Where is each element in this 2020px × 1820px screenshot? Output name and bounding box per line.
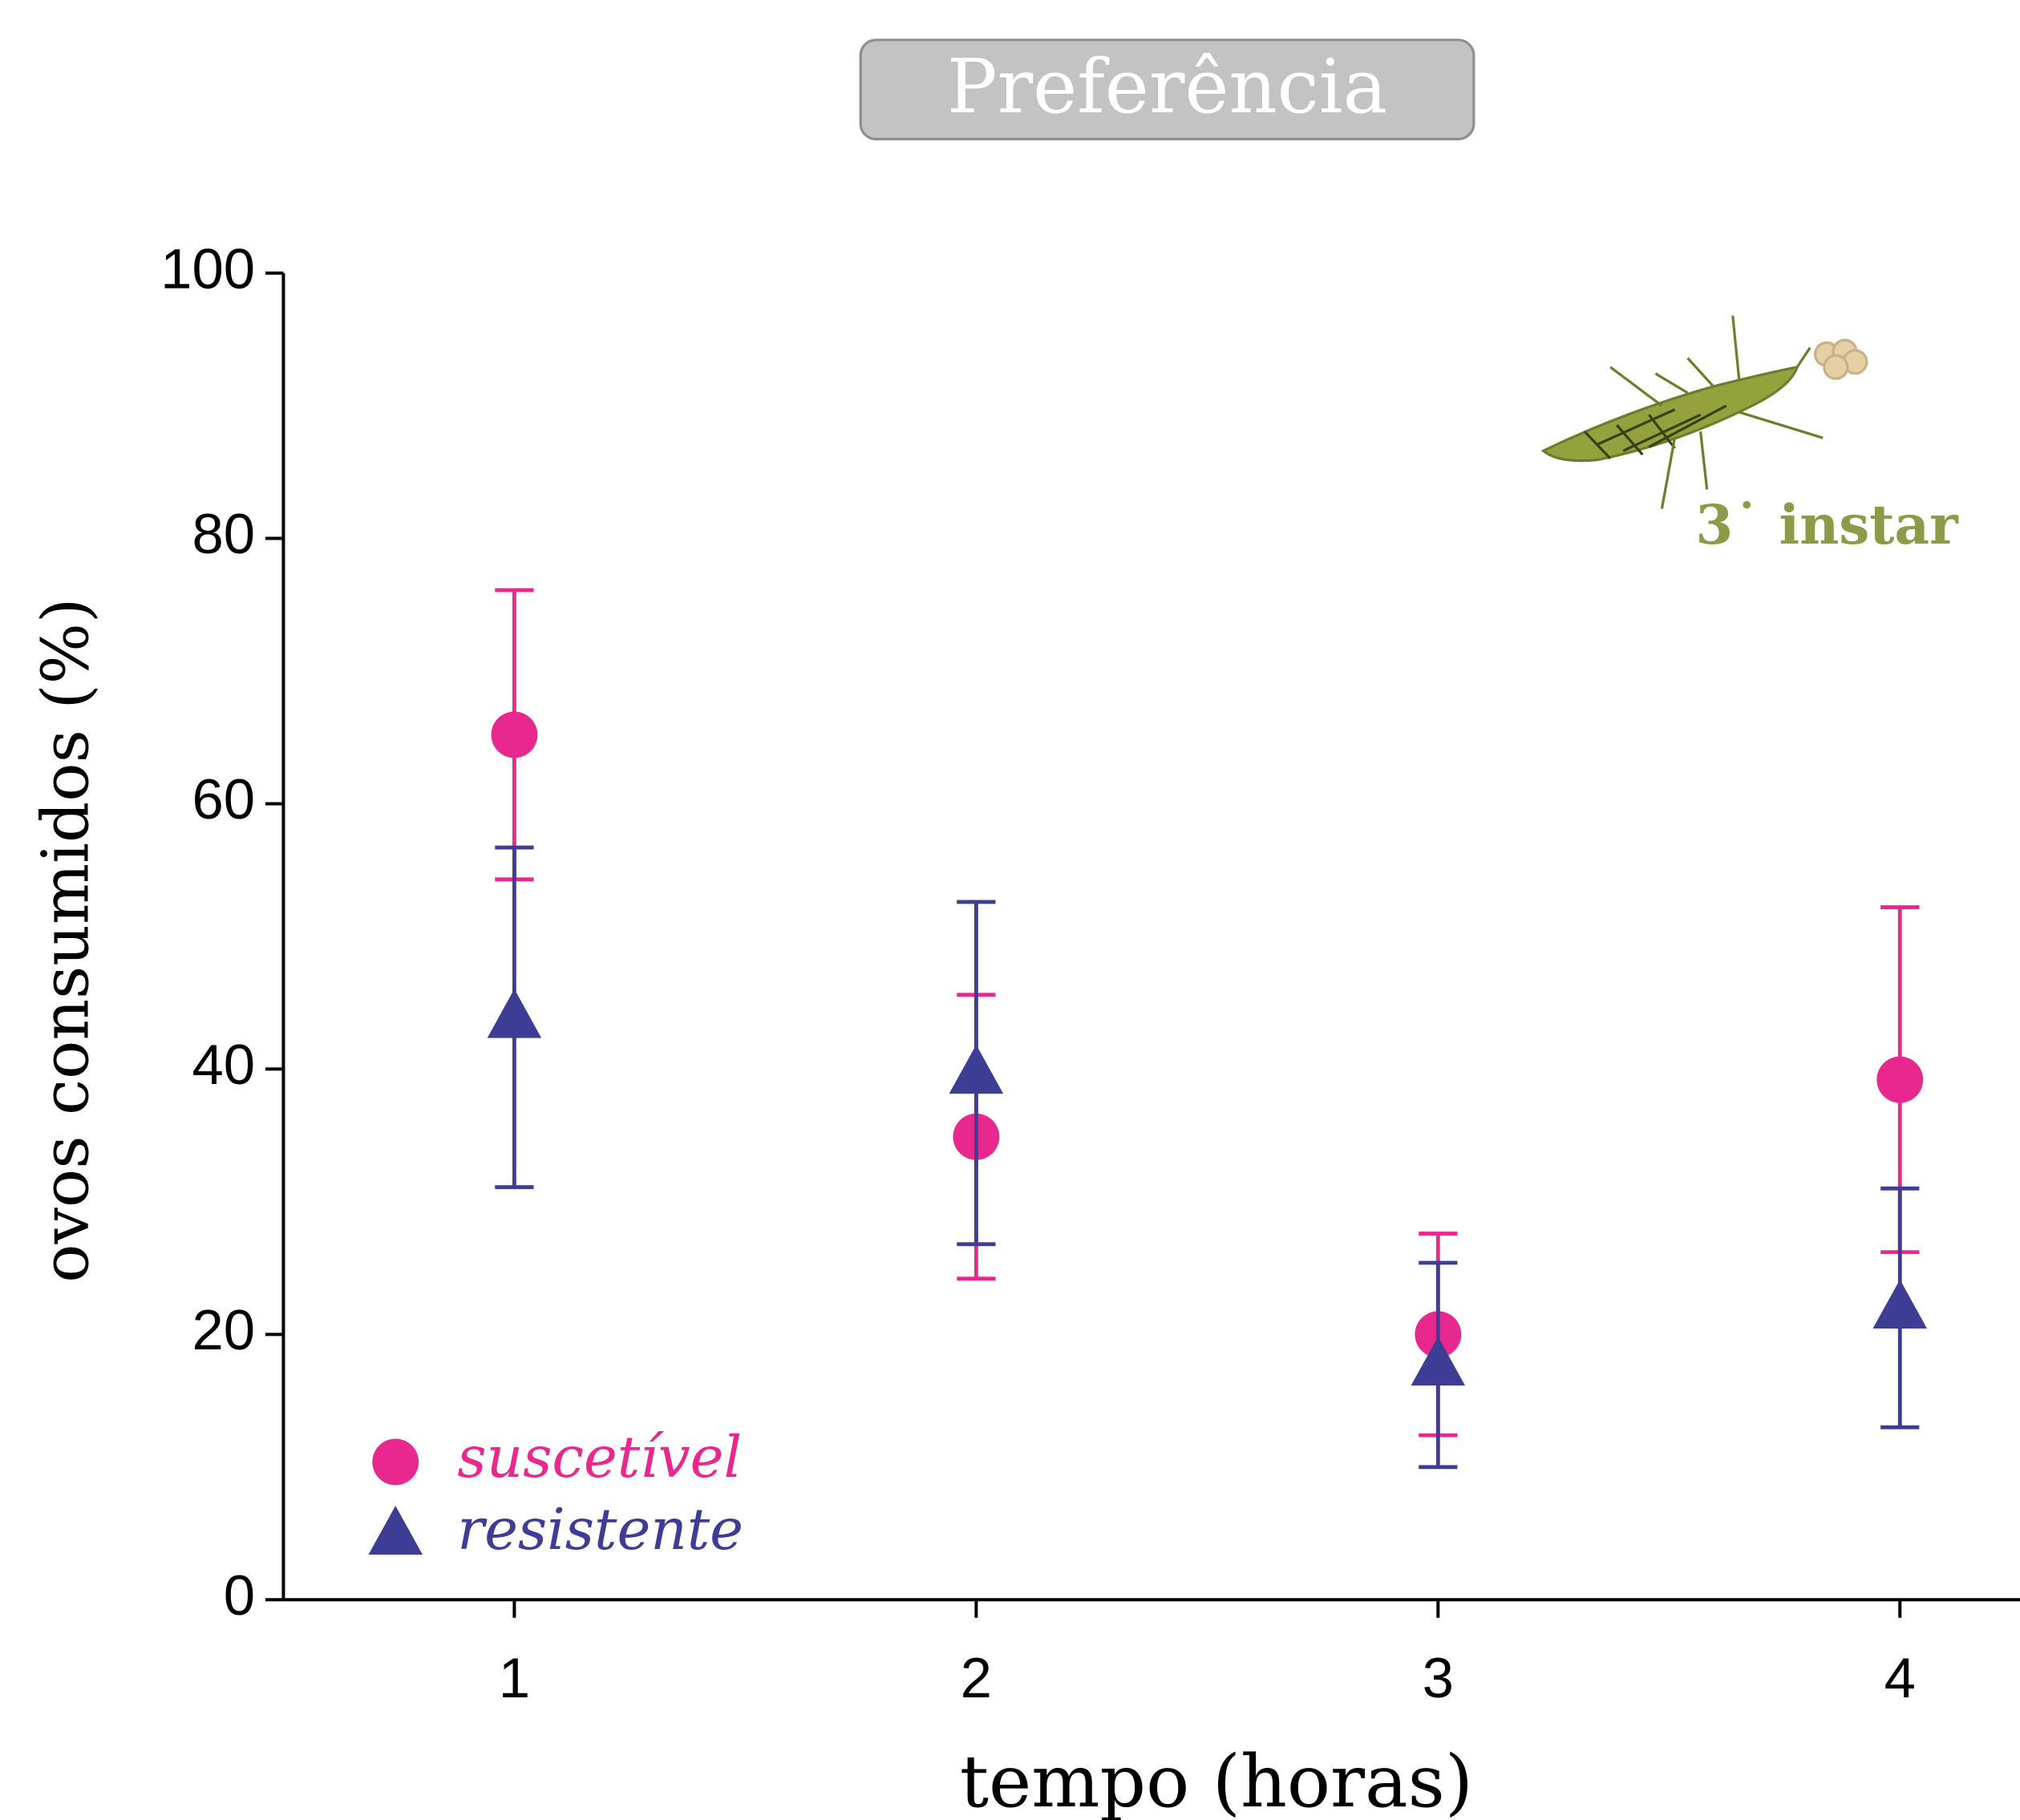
- y-tick-label: 60: [192, 767, 255, 831]
- x-tick-label: 3: [1423, 1646, 1454, 1709]
- title-box: [859, 38, 1476, 141]
- x-tick-label: 1: [499, 1646, 530, 1709]
- data-point: [487, 989, 542, 1038]
- y-tick-label: 80: [192, 502, 255, 565]
- y-tick-label: 20: [192, 1298, 255, 1361]
- legend-label: resistente: [457, 1496, 743, 1563]
- annotation: 3˙ instar: [1695, 493, 1959, 556]
- y-axis-title: ovos consumidos (%): [27, 598, 103, 1283]
- insect-icon: [1540, 315, 1868, 509]
- x-tick-label: 2: [961, 1646, 992, 1709]
- data-point: [1872, 1279, 1927, 1329]
- data-point: [491, 711, 538, 758]
- data-point: [949, 1045, 1004, 1094]
- data-point: [1876, 1056, 1924, 1103]
- x-axis-title: tempo (horas): [960, 1740, 1473, 1820]
- legend-label: suscetível: [457, 1424, 742, 1490]
- chart-title: Preferência: [947, 43, 1387, 130]
- y-tick-label: 100: [160, 237, 255, 300]
- data-point: [1411, 1337, 1466, 1386]
- x-tick-label: 4: [1884, 1646, 1916, 1709]
- legend-marker: [368, 1506, 423, 1555]
- y-tick-label: 0: [224, 1563, 255, 1627]
- legend-marker: [372, 1438, 419, 1486]
- y-tick-label: 40: [192, 1033, 255, 1096]
